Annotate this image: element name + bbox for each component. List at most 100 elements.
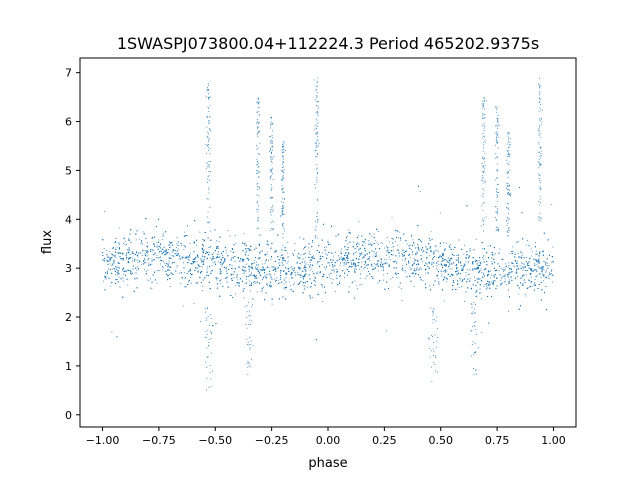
data-point (145, 270, 147, 272)
data-point (393, 246, 395, 248)
data-point (272, 267, 274, 269)
data-point (508, 310, 510, 312)
data-point (450, 243, 452, 245)
data-point (176, 265, 178, 267)
data-point (248, 269, 250, 271)
data-point (435, 267, 437, 269)
data-point (257, 266, 259, 268)
data-point (244, 272, 246, 274)
data-point (176, 237, 178, 239)
data-point (392, 250, 394, 252)
data-point (483, 258, 485, 260)
data-point (156, 270, 158, 272)
data-point (361, 261, 363, 263)
data-point (380, 258, 382, 260)
data-point (262, 286, 264, 288)
data-point (358, 221, 360, 223)
data-point (413, 259, 415, 261)
data-point (201, 266, 203, 268)
data-point (266, 253, 268, 255)
data-point (223, 258, 225, 260)
data-point (126, 258, 128, 260)
data-point (274, 273, 276, 275)
data-point (413, 267, 415, 269)
data-point (388, 241, 390, 243)
data-point (342, 260, 344, 262)
data-point (232, 249, 234, 251)
data-point (333, 271, 335, 273)
data-point (518, 257, 520, 259)
data-point (437, 277, 439, 279)
data-point (535, 242, 536, 244)
data-point (552, 281, 554, 283)
data-point (480, 292, 482, 294)
data-point (509, 253, 511, 255)
data-point (396, 276, 398, 278)
data-point (125, 244, 127, 246)
data-point (317, 237, 319, 239)
data-point (359, 277, 361, 279)
data-point (188, 269, 190, 271)
data-point (351, 266, 353, 268)
data-point (267, 284, 269, 286)
data-point (248, 268, 250, 270)
data-point (235, 284, 237, 286)
data-point (142, 260, 144, 262)
data-point (421, 268, 423, 270)
data-point (482, 257, 484, 259)
data-point (422, 260, 424, 262)
data-point (526, 256, 528, 258)
data-point (129, 254, 131, 256)
data-point (287, 260, 289, 262)
data-point (402, 270, 404, 272)
data-point (343, 277, 345, 279)
data-point (159, 257, 161, 259)
data-point (231, 265, 233, 267)
data-point (417, 243, 419, 245)
data-point (137, 261, 139, 263)
data-point (187, 258, 189, 260)
data-point (271, 303, 273, 305)
data-point (465, 275, 467, 277)
data-point (116, 246, 118, 248)
data-point (432, 265, 434, 267)
data-point (521, 263, 523, 265)
data-point (350, 260, 352, 261)
data-point (212, 262, 214, 264)
data-point (303, 267, 305, 269)
data-point (308, 252, 310, 254)
data-point (428, 255, 430, 257)
data-point (151, 288, 153, 290)
data-point (521, 254, 523, 256)
data-point (413, 285, 415, 287)
data-point (292, 252, 294, 254)
data-point (458, 258, 460, 260)
data-point (483, 273, 485, 275)
data-point (111, 331, 113, 333)
data-point (144, 269, 146, 271)
data-point (387, 236, 389, 238)
data-point (463, 253, 465, 255)
data-point (344, 260, 346, 262)
data-point (206, 268, 208, 270)
data-point (442, 279, 444, 281)
data-point (395, 240, 397, 242)
data-point (254, 274, 256, 276)
data-point (279, 257, 281, 259)
data-point (141, 243, 143, 245)
data-point (220, 263, 222, 265)
data-point (183, 244, 185, 246)
data-point (282, 254, 284, 256)
data-point (219, 256, 221, 258)
data-point (463, 301, 465, 303)
data-point (441, 273, 443, 275)
data-point (221, 254, 223, 256)
data-point (494, 253, 496, 255)
data-point (524, 293, 526, 295)
data-point (268, 267, 270, 269)
data-point (266, 251, 268, 253)
data-point (371, 235, 373, 237)
data-point (243, 232, 245, 234)
data-point (135, 239, 137, 241)
data-point (409, 266, 411, 268)
